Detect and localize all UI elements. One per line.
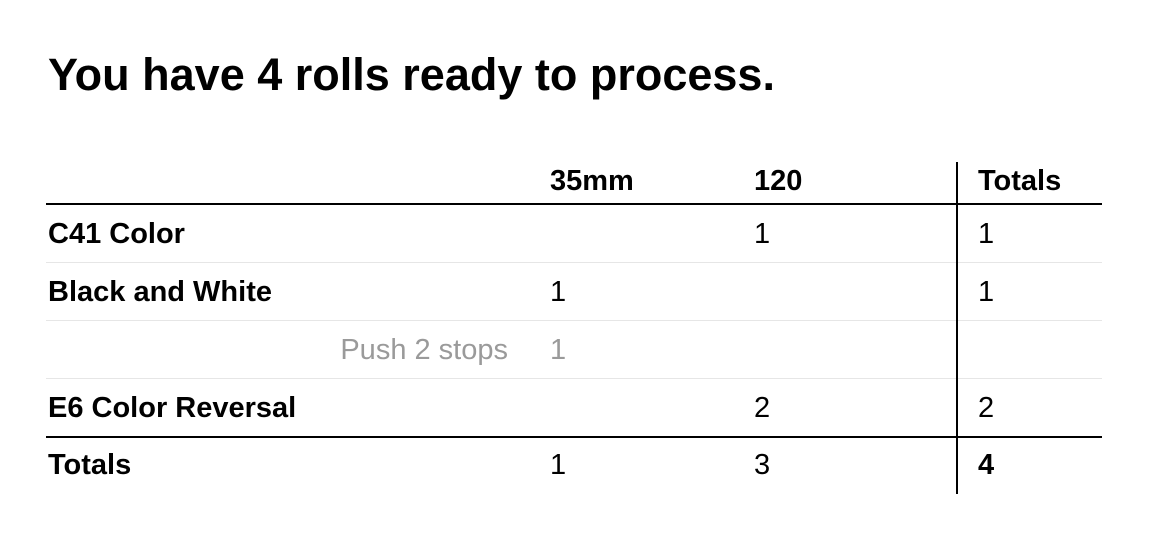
totals-column-divider	[956, 162, 958, 494]
cell-total: 2	[978, 392, 995, 424]
row-sublabel-push-2-stops: Push 2 stops	[340, 334, 508, 366]
table-subrow: Push 2 stops 1	[46, 321, 1102, 379]
cell-120: 1	[754, 218, 771, 250]
row-label-c41-color: C41 Color	[48, 218, 185, 250]
row-label-black-and-white: Black and White	[48, 276, 272, 308]
totals-label: Totals	[48, 449, 132, 481]
table-row: E6 Color Reversal 2 2	[46, 379, 1102, 438]
page-title: You have 4 rolls ready to process.	[48, 49, 775, 100]
rolls-summary-table: 35mm 120 Totals C41 Color 1 1 Black and …	[46, 160, 1102, 494]
row-label-e6-color-reversal: E6 Color Reversal	[48, 392, 297, 424]
column-header-120: 120	[754, 165, 803, 197]
total-120: 3	[754, 449, 771, 481]
table-row: Black and White 1 1	[46, 263, 1102, 321]
cell-total: 1	[978, 276, 995, 308]
table-header-row: 35mm 120 Totals	[46, 160, 1102, 205]
cell-total: 1	[978, 218, 995, 250]
total-35mm: 1	[550, 449, 567, 481]
table-row: C41 Color 1 1	[46, 205, 1102, 263]
cell-120: 2	[754, 392, 771, 424]
totals-row: Totals 1 3 4	[46, 438, 1102, 494]
cell-35mm: 1	[550, 334, 567, 366]
cell-35mm: 1	[550, 276, 567, 308]
grand-total: 4	[978, 449, 995, 481]
column-header-totals: Totals	[978, 165, 1062, 197]
column-header-35mm: 35mm	[550, 165, 634, 197]
